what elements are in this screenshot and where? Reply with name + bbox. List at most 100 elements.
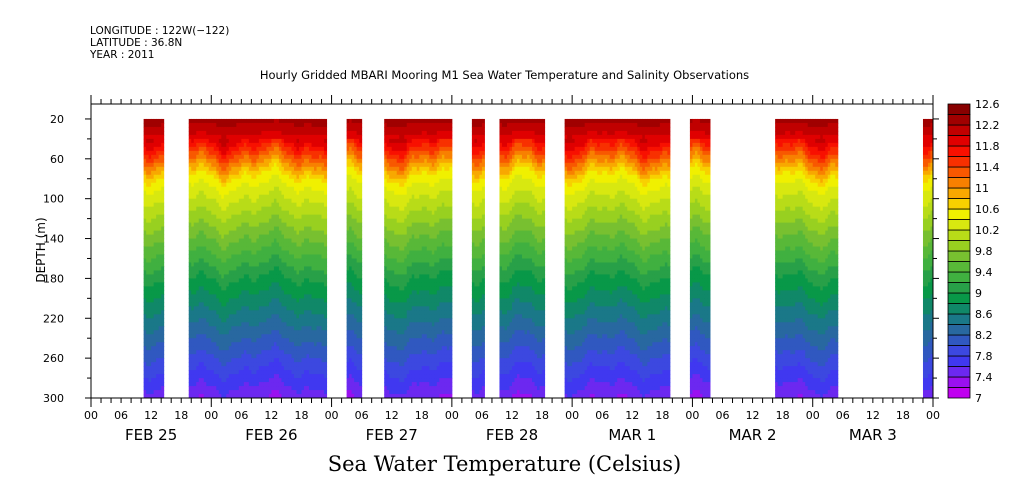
data-cell: [271, 118, 275, 124]
data-cell: [256, 330, 260, 335]
data-cell: [266, 158, 270, 164]
data-cell: [228, 150, 232, 156]
data-cell: [218, 362, 222, 367]
data-cell: [223, 394, 227, 398]
data-cell: [266, 202, 270, 208]
data-cell: [148, 118, 152, 124]
data-cell: [271, 302, 275, 307]
data-cell: [208, 286, 212, 291]
data-cell: [148, 198, 152, 204]
data-cell: [246, 210, 250, 216]
data-cell: [236, 374, 240, 379]
data-cell: [243, 146, 247, 152]
data-cell: [161, 142, 165, 148]
data-cell: [238, 154, 242, 160]
data-cell: [221, 350, 225, 355]
data-cell: [276, 190, 280, 196]
data-cell: [158, 390, 162, 395]
data-cell: [246, 374, 250, 379]
data-cell: [221, 134, 225, 140]
data-cell: [158, 194, 162, 200]
data-cell: [218, 198, 222, 204]
data-cell: [271, 326, 275, 331]
data-cell: [148, 346, 152, 351]
data-cell: [251, 254, 255, 259]
data-cell: [221, 286, 225, 291]
data-cell: [223, 270, 227, 275]
data-cell: [253, 330, 257, 335]
data-cell: [233, 394, 237, 398]
data-cell: [146, 142, 150, 148]
data-cell: [216, 330, 220, 335]
data-cell: [261, 370, 265, 375]
data-cell: [213, 282, 217, 287]
data-cell: [238, 366, 242, 371]
data-cell: [261, 242, 265, 248]
data-cell: [158, 126, 162, 132]
data-cell: [143, 194, 147, 200]
data-cell: [206, 126, 210, 132]
data-cell: [221, 130, 225, 136]
data-cell: [256, 150, 260, 156]
data-cell: [161, 178, 165, 184]
data-cell: [251, 318, 255, 323]
data-cell: [151, 130, 155, 136]
data-cell: [243, 282, 247, 287]
data-cell: [236, 294, 240, 299]
data-cell: [246, 370, 250, 375]
data-cell: [153, 178, 157, 184]
data-cell: [221, 202, 225, 208]
data-cell: [221, 358, 225, 363]
data-cell: [266, 350, 270, 355]
data-cell: [158, 242, 162, 248]
data-cell: [278, 386, 282, 391]
data-cell: [238, 126, 242, 132]
data-cell: [236, 226, 240, 232]
data-cell: [143, 262, 147, 267]
data-cell: [241, 334, 245, 339]
data-cell: [191, 294, 195, 299]
data-cell: [243, 154, 247, 160]
data-cell: [151, 362, 155, 367]
data-cell: [248, 326, 252, 331]
data-cell: [226, 378, 230, 383]
data-cell: [146, 354, 150, 359]
data-cell: [213, 238, 217, 244]
data-cell: [146, 386, 150, 391]
data-cell: [203, 298, 207, 303]
data-cell: [258, 238, 262, 244]
data-cell: [191, 366, 195, 371]
data-cell: [273, 310, 277, 315]
data-cell: [156, 158, 160, 164]
data-cell: [236, 174, 240, 180]
data-cell: [223, 154, 227, 160]
data-cell: [211, 222, 215, 228]
data-cell: [263, 310, 267, 315]
data-cell: [268, 374, 272, 379]
data-cell: [191, 354, 195, 359]
data-cell: [193, 186, 197, 192]
data-cell: [191, 310, 195, 315]
data-cell: [236, 298, 240, 303]
data-cell: [231, 262, 235, 267]
data-cell: [206, 202, 210, 208]
data-cell: [208, 350, 212, 355]
data-cell: [208, 282, 212, 287]
data-cell: [256, 262, 260, 267]
data-cell: [359, 206, 363, 212]
data-cell: [148, 130, 152, 136]
data-cell: [226, 170, 230, 176]
data-cell: [271, 242, 275, 248]
data-cell: [278, 262, 282, 267]
data-cell: [208, 318, 212, 323]
data-cell: [201, 226, 205, 232]
data-cell: [251, 246, 255, 252]
data-cell: [208, 118, 212, 124]
data-cell: [271, 258, 275, 263]
data-cell: [263, 146, 267, 152]
data-cell: [266, 274, 270, 279]
data-cell: [148, 190, 152, 196]
data-cell: [196, 226, 200, 232]
data-cell: [203, 358, 207, 363]
data-cell: [261, 170, 265, 176]
